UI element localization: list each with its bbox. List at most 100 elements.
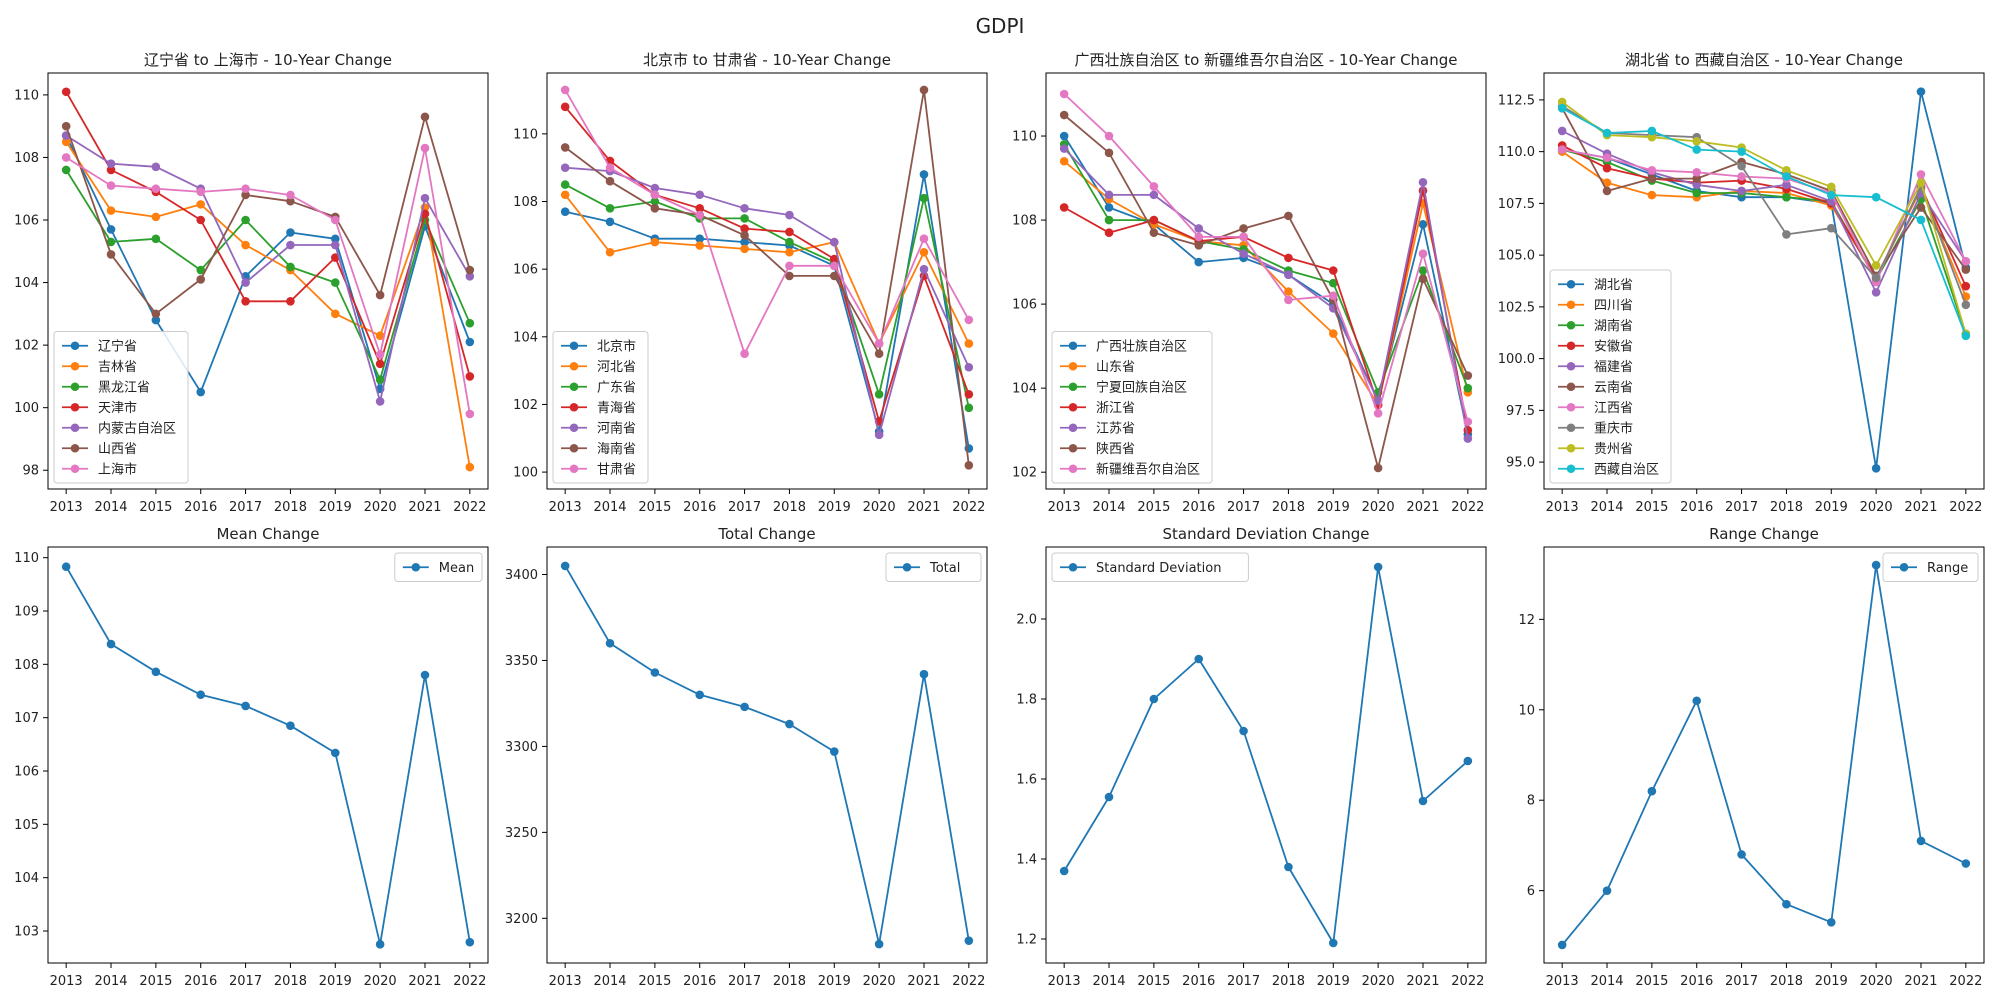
- y-tick-label: 98: [22, 464, 39, 479]
- data-point: [1418, 266, 1428, 275]
- x-tick-label: 2013: [549, 500, 582, 515]
- legend-marker: [70, 423, 80, 433]
- panel-title: Total Change: [717, 525, 815, 543]
- data-point: [465, 318, 475, 328]
- x-tick-label: 2014: [94, 500, 127, 515]
- y-tick-label: 106: [1012, 298, 1037, 313]
- data-point: [919, 193, 929, 203]
- y-tick-label: 3400: [505, 568, 538, 583]
- data-point: [605, 217, 615, 227]
- data-point: [874, 939, 884, 949]
- legend: Standard Deviation: [1051, 552, 1249, 582]
- series-line: [564, 565, 970, 945]
- data-point: [1284, 253, 1293, 263]
- data-point: [1826, 182, 1836, 192]
- data-point: [1059, 89, 1069, 99]
- data-point: [151, 315, 161, 325]
- data-point: [964, 461, 974, 470]
- data-point: [1647, 165, 1657, 175]
- data-point: [695, 234, 705, 244]
- y-tick-label: 109: [14, 605, 39, 620]
- data-point: [1284, 270, 1293, 279]
- data-point: [286, 721, 295, 730]
- data-point: [241, 184, 250, 194]
- data-point: [1782, 180, 1791, 190]
- data-point: [1194, 257, 1204, 267]
- data-point: [1692, 145, 1702, 154]
- data-point: [151, 309, 161, 319]
- series-line: [65, 135, 471, 393]
- x-tick-label: 2017: [728, 974, 761, 989]
- series-line: [1561, 564, 1967, 946]
- x-tick-label: 2015: [1635, 974, 1668, 989]
- x-tick-label: 2016: [184, 974, 217, 989]
- legend-label: 吉林省: [98, 360, 137, 375]
- y-tick-label: 1.6: [1016, 773, 1037, 788]
- data-point: [785, 271, 794, 281]
- data-point: [1463, 425, 1473, 435]
- data-point: [286, 190, 295, 200]
- data-point: [151, 162, 161, 172]
- axes-frame: [1045, 546, 1487, 964]
- data-point: [1194, 654, 1204, 664]
- legend-marker: [1068, 382, 1078, 392]
- data-point: [785, 210, 794, 220]
- chart-panel-8: Range Change 2013 2014 2015 2016 2017 2018 2019…: [1518, 525, 1985, 989]
- data-point: [1557, 145, 1567, 154]
- data-point: [1916, 170, 1926, 179]
- data-point: [1373, 463, 1383, 473]
- data-point: [196, 200, 206, 209]
- x-tick-label: 2018: [773, 500, 806, 515]
- x-tick-label: 2022: [1451, 974, 1484, 989]
- data-point: [465, 409, 475, 419]
- data-point: [241, 278, 250, 287]
- chart-panel-6: Total Change 2013 2014 2015 2016 2017 2018 2019…: [505, 525, 988, 989]
- data-point: [375, 350, 385, 359]
- data-point: [829, 271, 839, 281]
- series-line: [1063, 135, 1469, 435]
- legend-marker: [70, 464, 80, 474]
- legend-label: 云南省: [1594, 379, 1633, 395]
- legend-marker: [1566, 300, 1576, 310]
- legend-marker: [569, 464, 579, 474]
- legend-label: 河南省: [597, 420, 636, 436]
- legend-label: 甘肃省: [597, 462, 636, 477]
- data-point: [1418, 274, 1428, 284]
- data-point: [106, 225, 116, 234]
- data-point: [964, 315, 974, 325]
- legend-marker: [569, 402, 579, 412]
- data-point: [650, 668, 660, 677]
- legend-marker: [70, 443, 80, 453]
- series-line: [1063, 93, 1469, 423]
- data-point: [330, 278, 340, 287]
- data-point: [605, 203, 615, 213]
- axes-frame: [546, 546, 988, 964]
- series-line: [1562, 90, 1967, 470]
- data-point: [1194, 232, 1204, 242]
- legend-label: 天津市: [98, 400, 137, 416]
- legend-label: 青海省: [597, 401, 636, 416]
- data-point: [560, 561, 570, 571]
- legend-label: 海南省: [597, 441, 636, 457]
- series-line: [1561, 105, 1967, 306]
- legend-label: 湖南省: [1594, 318, 1633, 334]
- x-tick-label: 2019: [1815, 974, 1848, 989]
- data-point: [1737, 186, 1746, 196]
- data-point: [919, 85, 929, 95]
- data-point: [465, 337, 475, 347]
- data-point: [1692, 174, 1702, 183]
- data-point: [1871, 261, 1881, 270]
- data-point: [1328, 291, 1338, 301]
- data-point: [330, 748, 340, 758]
- x-tick-label: 2015: [1635, 500, 1668, 515]
- legend-marker: [1566, 361, 1576, 371]
- y-tick-label: 110: [513, 127, 538, 142]
- series-Range: [1557, 560, 1971, 950]
- y-tick-label: 106: [513, 263, 538, 278]
- data-point: [829, 237, 839, 247]
- data-point: [1557, 103, 1567, 113]
- series-line: [1561, 148, 1967, 335]
- data-point: [1557, 940, 1567, 950]
- data-point: [1104, 131, 1114, 141]
